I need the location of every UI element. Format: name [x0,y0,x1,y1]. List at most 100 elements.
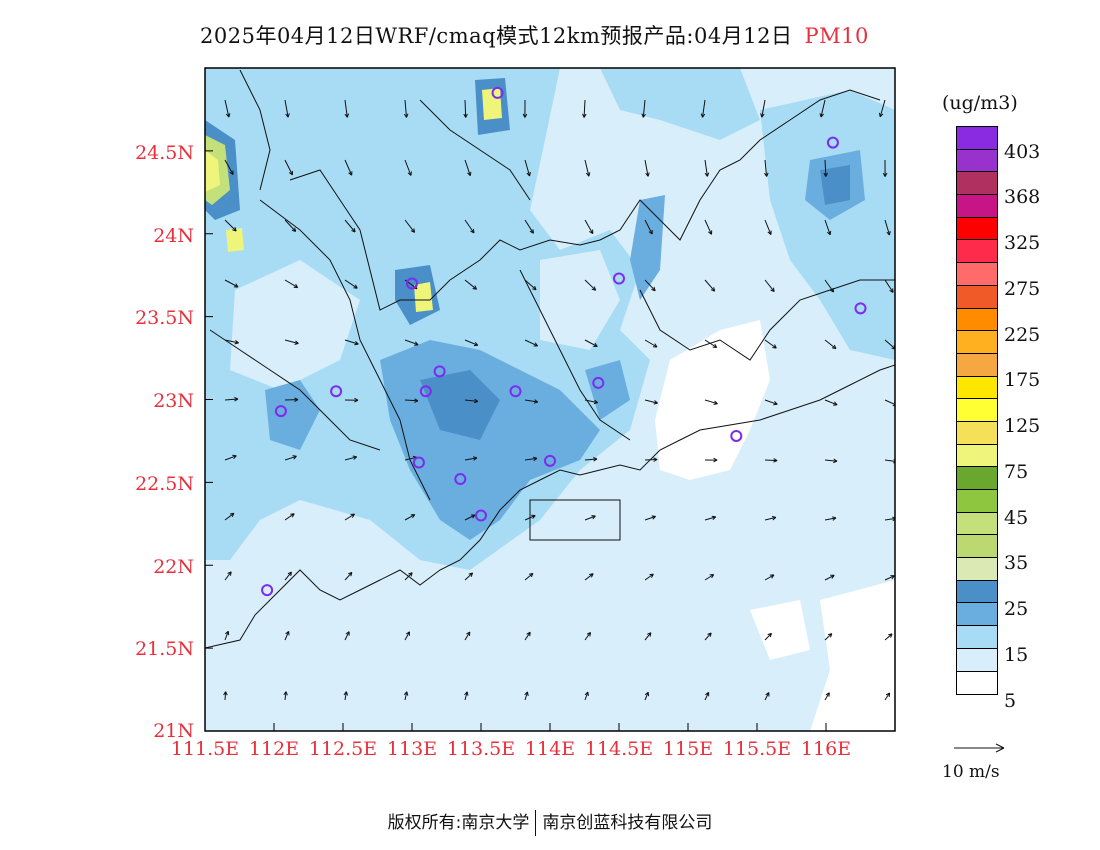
wind-arrow-shaft [404,339,419,346]
wind-arrow-head [294,340,299,345]
lat-tick-label: 22.5N [135,473,194,495]
legend-label: 5 [1004,690,1017,712]
wind-arrow-head [833,401,838,406]
wind-arrow-head [764,172,769,177]
wind-arrow-shaft [824,339,837,349]
wind-arrow-shaft [464,99,467,118]
wind-arrow-head [234,340,239,345]
wind-arrow-head [352,455,358,460]
wind-arrow-head [232,227,237,232]
wind-arrow-shaft [404,219,415,233]
wind-arrow-shaft [224,159,234,175]
wind-arrow-shaft [404,631,410,641]
wind-arrow-shaft [584,339,598,347]
wind-arrow-head [827,633,833,638]
field-low-w [230,260,360,390]
wind-arrow-shaft [284,219,297,232]
wind-arrow-head [353,284,358,289]
county-border-5 [419,99,531,201]
wind-arrow-shaft [884,279,894,293]
copyright-company: 南京创蓝科技有限公司 [542,813,713,833]
wind-arrow-shaft [704,692,710,701]
wind-arrow-shaft [884,575,895,581]
legend-label: 45 [1004,507,1029,529]
reference-vector-arrow [954,743,1005,753]
wind-arrow-shaft [284,631,290,641]
wind-arrow-shaft [404,159,412,176]
legend-color-swatch [957,172,997,196]
wind-arrow-shaft [704,516,716,521]
wind-arrow-head [830,574,835,579]
legend-label: 368 [1004,186,1041,208]
wind-arrow-shaft [344,339,359,345]
wind-arrow-head [408,572,413,577]
pollutant-label: PM10 [804,24,869,48]
wind-arrow-head [227,571,232,576]
wind-arrow-shaft [884,339,895,350]
wind-arrow-shaft [764,399,778,405]
wind-arrow-shaft [284,513,295,521]
wind-arrow-shaft [584,515,596,521]
station-marker [330,385,343,398]
wind-arrow-shaft [884,692,891,701]
wind-arrow-head [586,631,591,637]
wind-arrow-shaft [884,459,895,462]
wind-arrow-shaft [464,514,476,521]
wind-arrow-head [652,343,658,348]
wind-arrow-shaft [824,219,831,235]
wind-arrow-head [647,632,652,637]
field-hot-mid [414,282,433,312]
field-band-15-n [600,68,760,140]
wind-arrow-head [712,343,718,348]
field-clean-e [655,320,770,480]
wind-arrow-head [354,397,359,403]
wind-arrow-head [704,172,710,177]
legend-color-swatch [957,399,997,422]
wind-arrow-shaft [284,279,298,289]
wind-arrow-head [225,113,231,118]
wind-arrow-shaft [524,631,531,641]
wind-arrow-shaft [824,692,830,701]
coastline [205,364,895,649]
station-marker [826,136,839,149]
wind-arrow-shaft [764,159,768,177]
wind-arrow-head [713,457,718,463]
wind-arrow-head [526,631,531,637]
wind-arrow-head [471,514,476,519]
wind-arrow-shaft [224,455,237,461]
wind-arrow-shaft [644,573,654,581]
wind-arrow-shaft [764,339,777,349]
wind-arrow-head [645,172,650,177]
wind-arrow-shaft [824,517,837,521]
wind-arrow-head [826,230,832,236]
wind-arrow-head [522,113,528,118]
wind-arrow-shaft [644,219,653,235]
wind-arrow-head [772,344,777,349]
legend-color-swatch [957,376,997,400]
wind-arrow-head [407,171,412,176]
legend-color-swatch [957,240,997,264]
station-marker [433,365,446,378]
legend-color-swatch [957,671,997,695]
wind-arrow-head [288,170,293,176]
wind-arrow-head [707,632,712,637]
wind-arrow-shaft [704,339,717,348]
lat-tick-label: 22N [153,556,194,578]
wind-arrow-head [649,573,654,578]
wind-arrow-head [223,691,228,696]
county-border-4 [209,329,381,451]
wind-arrow-shaft [344,456,357,461]
bay-outline [529,499,621,541]
wind-arrow-head [232,454,237,460]
wind-arrow-head [285,631,290,636]
wind-arrow-head [348,571,353,577]
wind-arrow-head [466,631,471,637]
wind-arrow-shaft [824,399,838,406]
wind-arrow-shaft [404,399,419,402]
legend-color-swatch [957,285,997,309]
legend-color-swatch [957,467,997,490]
wind-arrow-head [700,113,706,118]
wind-arrow-head [770,287,775,293]
wind-arrow-head [343,691,349,696]
legend-color-swatch [957,626,997,649]
